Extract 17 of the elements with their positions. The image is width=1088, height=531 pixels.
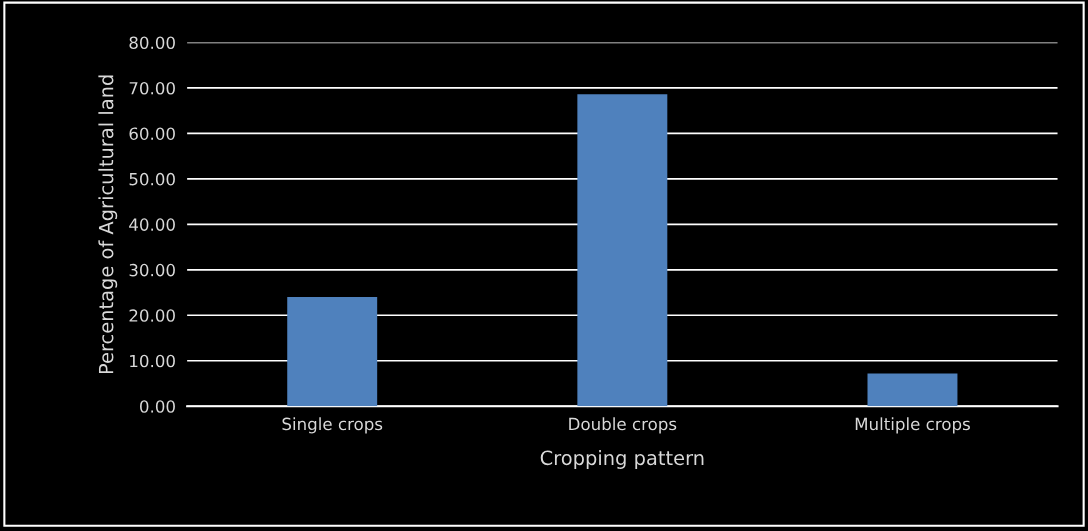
x-axis-title: Cropping pattern	[540, 450, 704, 469]
x-tick-label: Double crops	[569, 417, 677, 434]
y-tick-label: 30.00	[129, 263, 175, 277]
y-tick-label: 50.00	[129, 172, 175, 186]
y-axis-title: Percentage of Agricultural land	[98, 75, 118, 374]
y-tick-label: 80.00	[129, 36, 175, 50]
bar	[287, 297, 378, 407]
y-tick-label: 10.00	[130, 354, 175, 368]
y-tick-label: 20.00	[129, 309, 175, 322]
y-tick-label: 60.00	[129, 127, 175, 140]
x-tick-label: Single crops	[282, 417, 383, 434]
y-tick-label: 40.00	[129, 218, 175, 231]
y-tick-label: 0.00	[140, 400, 175, 413]
x-tick-label: Multiple crops	[855, 417, 970, 434]
bar	[577, 94, 668, 407]
y-tick-label: 70.00	[129, 81, 175, 95]
bar	[867, 373, 958, 407]
